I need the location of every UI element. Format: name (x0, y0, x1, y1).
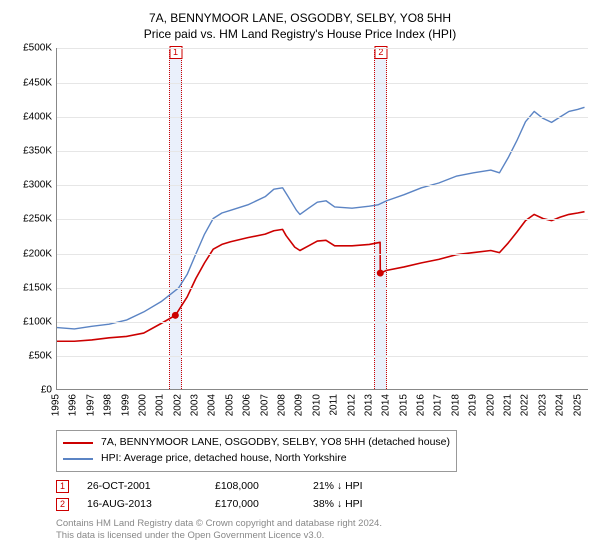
title-line1: 7A, BENNYMOOR LANE, OSGODBY, SELBY, YO8 … (12, 10, 588, 26)
sales-date: 16-AUG-2013 (87, 496, 197, 514)
y-tick-label: £400K (23, 111, 52, 122)
gridline (57, 48, 588, 49)
x-tick-label: 2019 (468, 394, 479, 416)
y-tick-label: £50K (29, 351, 52, 362)
chart-container: 7A, BENNYMOOR LANE, OSGODBY, SELBY, YO8 … (0, 0, 600, 560)
legend-label: HPI: Average price, detached house, Nort… (101, 451, 347, 467)
sales-date: 26-OCT-2001 (87, 478, 197, 496)
title-line2: Price paid vs. HM Land Registry's House … (12, 26, 588, 42)
y-tick-label: £250K (23, 214, 52, 225)
x-tick-label: 2015 (398, 394, 409, 416)
y-tick-label: £450K (23, 77, 52, 88)
y-tick-label: £350K (23, 145, 52, 156)
x-tick-label: 2017 (433, 394, 444, 416)
gridline (57, 322, 588, 323)
gridline (57, 288, 588, 289)
sales-table: 1 26-OCT-2001 £108,000 21% ↓ HPI 2 16-AUG-201… (56, 478, 588, 514)
y-tick-label: £300K (23, 180, 52, 191)
legend: 7A, BENNYMOOR LANE, OSGODBY, SELBY, YO8 … (56, 430, 457, 472)
legend-swatch (63, 458, 93, 460)
x-tick-label: 2018 (450, 394, 461, 416)
y-tick-label: £500K (23, 43, 52, 54)
y-tick-label: £200K (23, 248, 52, 259)
x-tick-label: 1997 (85, 394, 96, 416)
x-tick-label: 2001 (155, 394, 166, 416)
footer-line1: Contains HM Land Registry data © Crown c… (56, 518, 588, 531)
y-tick-label: £100K (23, 316, 52, 327)
sale-dot (172, 312, 179, 319)
y-tick-label: £150K (23, 282, 52, 293)
sales-pct: 21% ↓ HPI (313, 478, 423, 496)
x-tick-label: 2007 (259, 394, 270, 416)
x-tick-label: 2004 (207, 394, 218, 416)
x-tick-label: 2016 (416, 394, 427, 416)
x-tick-label: 1996 (68, 394, 79, 416)
x-tick-label: 2023 (537, 394, 548, 416)
x-tick-label: 2009 (294, 394, 305, 416)
x-tick-label: 2010 (311, 394, 322, 416)
x-tick-label: 1995 (51, 394, 62, 416)
x-tick-label: 2012 (346, 394, 357, 416)
x-tick-label: 2020 (485, 394, 496, 416)
legend-row: 7A, BENNYMOOR LANE, OSGODBY, SELBY, YO8 … (63, 435, 450, 451)
footer: Contains HM Land Registry data © Crown c… (56, 518, 588, 544)
gridline (57, 219, 588, 220)
x-tick-label: 2002 (172, 394, 183, 416)
y-axis: £0£50K£100K£150K£200K£250K£300K£350K£400… (12, 48, 56, 390)
x-axis: 1995199619971998199920002001200220032004… (56, 390, 588, 424)
x-tick-label: 2011 (329, 394, 340, 416)
footer-line2: This data is licensed under the Open Gov… (56, 530, 588, 543)
gridline (57, 356, 588, 357)
legend-swatch (63, 442, 93, 444)
gridline (57, 185, 588, 186)
x-tick-label: 2006 (242, 394, 253, 416)
plot-area: 12 (56, 48, 588, 390)
x-tick-label: 2025 (572, 394, 583, 416)
gridline (57, 117, 588, 118)
x-tick-label: 1999 (120, 394, 131, 416)
legend-label: 7A, BENNYMOOR LANE, OSGODBY, SELBY, YO8 … (101, 435, 450, 451)
sales-pct: 38% ↓ HPI (313, 496, 423, 514)
x-tick-label: 2005 (224, 394, 235, 416)
gridline (57, 83, 588, 84)
x-tick-label: 2003 (190, 394, 201, 416)
x-tick-label: 2024 (555, 394, 566, 416)
sale-dot (377, 270, 384, 277)
x-tick-label: 1998 (103, 394, 114, 416)
sales-row: 2 16-AUG-2013 £170,000 38% ↓ HPI (56, 496, 588, 514)
title-block: 7A, BENNYMOOR LANE, OSGODBY, SELBY, YO8 … (12, 10, 588, 42)
chart-area: £0£50K£100K£150K£200K£250K£300K£350K£400… (12, 48, 588, 390)
gridline (57, 254, 588, 255)
legend-row: HPI: Average price, detached house, Nort… (63, 451, 450, 467)
x-tick-label: 2022 (520, 394, 531, 416)
x-tick-label: 2008 (277, 394, 288, 416)
sales-price: £170,000 (215, 496, 295, 514)
x-tick-label: 2021 (503, 394, 514, 416)
sales-num: 2 (56, 498, 69, 511)
sales-row: 1 26-OCT-2001 £108,000 21% ↓ HPI (56, 478, 588, 496)
sales-price: £108,000 (215, 478, 295, 496)
gridline (57, 151, 588, 152)
sales-num: 1 (56, 480, 69, 493)
x-tick-label: 2000 (137, 394, 148, 416)
x-tick-label: 2014 (381, 394, 392, 416)
x-tick-label: 2013 (363, 394, 374, 416)
